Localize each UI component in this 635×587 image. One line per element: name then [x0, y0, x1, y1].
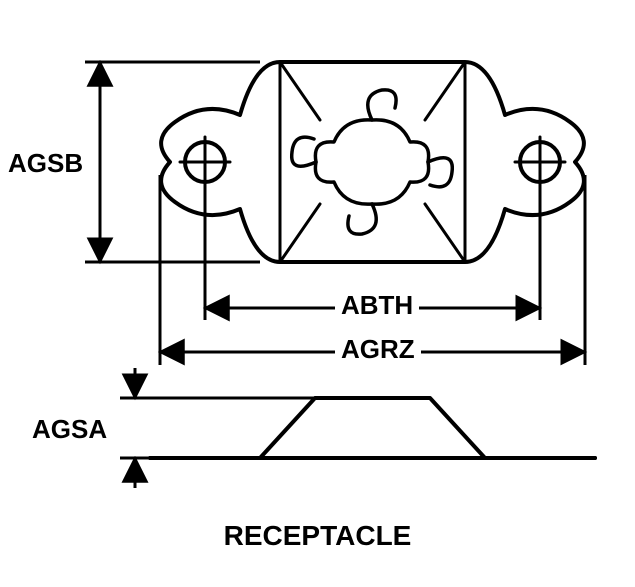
fold-diag-br: [425, 204, 465, 262]
fold-diag-tr: [425, 62, 465, 120]
label-agrz: AGRZ: [335, 334, 421, 365]
side-view: [150, 398, 595, 458]
fold-diag-tl: [280, 62, 320, 120]
diagram-stage: AGSB ABTH AGRZ AGSA RECEPTACLE: [0, 0, 635, 587]
top-view: [161, 62, 584, 262]
label-abth: ABTH: [335, 290, 419, 321]
diagram-svg: [0, 0, 635, 587]
fold-diag-bl: [280, 204, 320, 262]
label-agsa: AGSA: [32, 414, 107, 445]
label-agsb: AGSB: [8, 148, 83, 179]
title: RECEPTACLE: [0, 520, 635, 552]
